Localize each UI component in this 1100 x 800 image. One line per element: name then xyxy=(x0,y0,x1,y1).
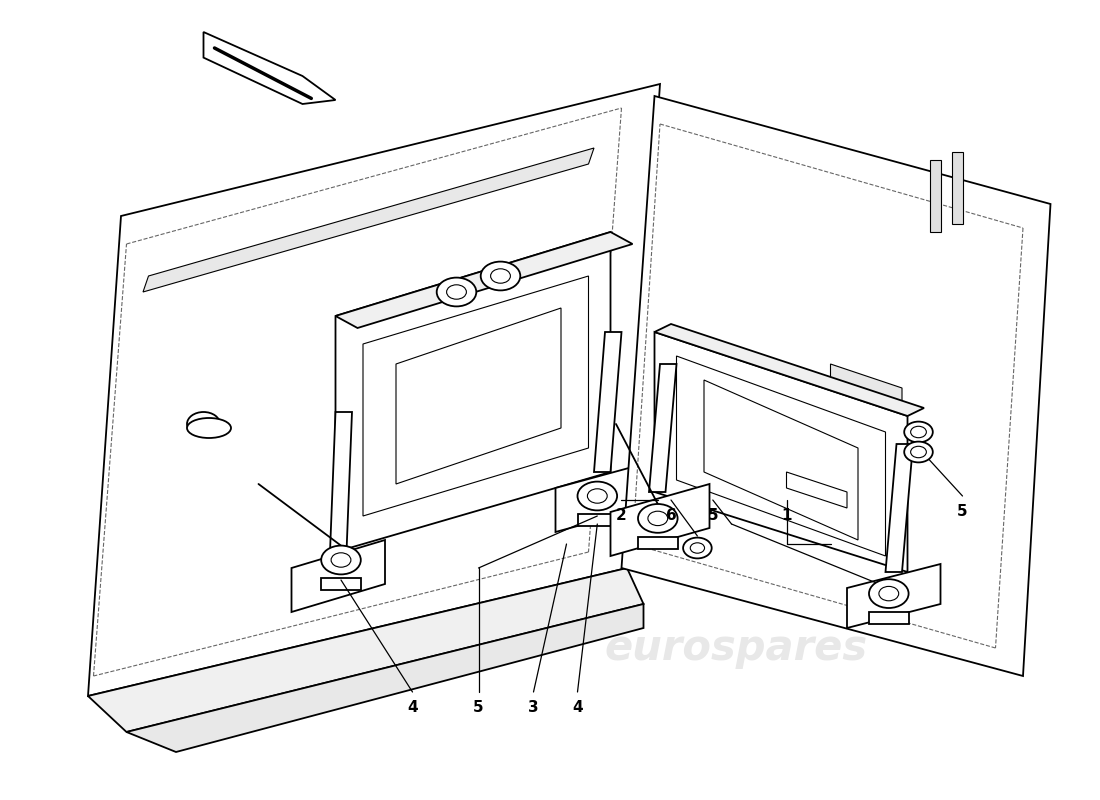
Circle shape xyxy=(437,278,476,306)
Circle shape xyxy=(904,442,933,462)
Polygon shape xyxy=(654,324,924,416)
Polygon shape xyxy=(204,32,336,104)
Circle shape xyxy=(187,412,220,436)
Polygon shape xyxy=(847,564,940,628)
Circle shape xyxy=(331,553,351,567)
Ellipse shape xyxy=(187,418,231,438)
Text: 5: 5 xyxy=(957,505,968,519)
Circle shape xyxy=(904,422,933,442)
Text: 2: 2 xyxy=(616,509,627,523)
Text: 1: 1 xyxy=(781,509,792,523)
Polygon shape xyxy=(396,308,561,484)
Polygon shape xyxy=(143,148,594,292)
Circle shape xyxy=(691,542,704,554)
Polygon shape xyxy=(869,612,909,624)
Circle shape xyxy=(869,579,909,608)
Circle shape xyxy=(481,262,520,290)
Polygon shape xyxy=(610,484,710,556)
Text: 4: 4 xyxy=(407,701,418,715)
Polygon shape xyxy=(886,444,913,572)
Circle shape xyxy=(321,546,361,574)
Text: eurospares: eurospares xyxy=(605,627,868,669)
Text: eurospares: eurospares xyxy=(154,627,417,669)
Circle shape xyxy=(648,511,668,526)
Text: 5: 5 xyxy=(473,701,484,715)
Polygon shape xyxy=(556,464,644,532)
Polygon shape xyxy=(578,514,617,526)
Polygon shape xyxy=(704,380,858,540)
Text: 6: 6 xyxy=(666,509,676,523)
Polygon shape xyxy=(930,160,940,232)
Text: eurospares: eurospares xyxy=(605,239,868,281)
Polygon shape xyxy=(88,568,644,732)
Polygon shape xyxy=(830,364,902,404)
Circle shape xyxy=(578,482,617,510)
Polygon shape xyxy=(952,152,962,224)
Circle shape xyxy=(638,504,678,533)
Circle shape xyxy=(491,269,510,283)
Text: 4: 4 xyxy=(572,701,583,715)
Circle shape xyxy=(683,538,712,558)
Circle shape xyxy=(879,586,899,601)
Polygon shape xyxy=(621,96,1050,676)
Polygon shape xyxy=(126,604,644,752)
Polygon shape xyxy=(336,232,632,328)
Polygon shape xyxy=(321,578,361,590)
Circle shape xyxy=(447,285,466,299)
Text: 5: 5 xyxy=(707,509,718,523)
Polygon shape xyxy=(363,276,588,516)
Circle shape xyxy=(587,489,607,503)
Circle shape xyxy=(911,426,926,438)
Polygon shape xyxy=(330,412,352,552)
Polygon shape xyxy=(638,537,678,549)
Polygon shape xyxy=(654,332,908,572)
Polygon shape xyxy=(594,332,621,472)
Polygon shape xyxy=(292,540,385,612)
Polygon shape xyxy=(88,84,660,696)
Polygon shape xyxy=(649,364,676,492)
Polygon shape xyxy=(336,232,610,552)
Text: 3: 3 xyxy=(528,701,539,715)
Circle shape xyxy=(911,446,926,458)
Polygon shape xyxy=(676,356,886,556)
Text: eurospares: eurospares xyxy=(154,239,417,281)
Polygon shape xyxy=(786,472,847,508)
